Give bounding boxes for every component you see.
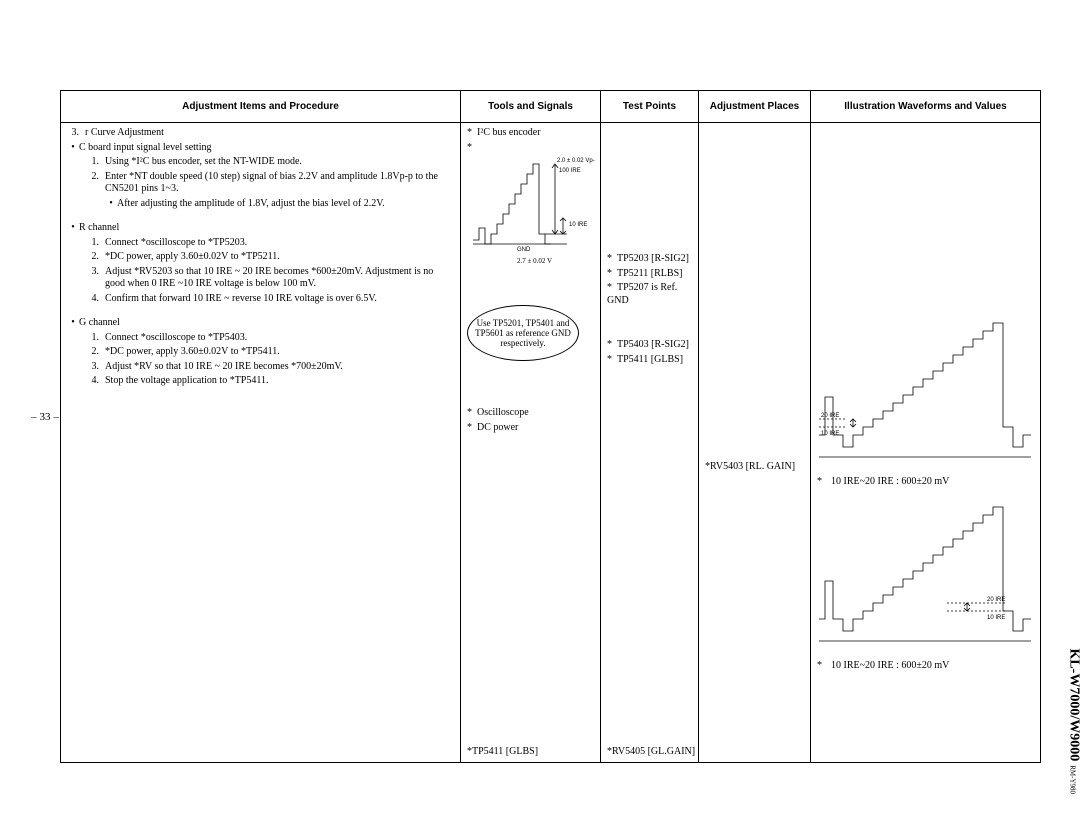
proc-sub1-1-num: 1. — [67, 156, 105, 169]
th-testpoints: Test Points — [601, 91, 699, 123]
g2: *DC power, apply 3.60±0.02V to *TP5411. — [105, 346, 441, 359]
illustration-cell: 20 IRE 10 IRE *10 IRE~20 IRE : 600±20 mV… — [811, 123, 1041, 763]
wave-bottom-label: 2.7 ± 0.02 V — [467, 257, 594, 266]
r4-num: 4. — [67, 293, 105, 306]
r1-num: 1. — [67, 237, 105, 250]
proc-sub1-2: Enter *NT double speed (10 step) signal … — [105, 171, 441, 196]
tp4: TP5403 [R-SIG2] — [617, 339, 689, 350]
proc-sub1-1: Using *I²C bus encoder, set the NT-WIDE … — [105, 156, 441, 169]
ill2-20ire: 20 IRE — [987, 597, 1005, 603]
staircase-signal-icon: 2.0 ± 0.02 Vp-p 100 IRE 10 IRE GND — [467, 156, 595, 252]
page-number-value: 33 — [40, 411, 51, 423]
tp5: TP5411 [GLBS] — [617, 354, 683, 365]
wave-100-label: 100 IRE — [559, 168, 581, 174]
tools-cell: *I²C bus encoder * 2.0 ± 0.02 Vp-p 100 I… — [461, 123, 601, 763]
model-side-label: KL-W7000/W9000 RM-Y980 — [1066, 648, 1080, 794]
model-sub-text: RM-Y980 — [1069, 765, 1077, 794]
r2-num: 2. — [67, 251, 105, 264]
proc-title: r Curve Adjustment — [85, 127, 445, 140]
procedure-cell: 3.r Curve Adjustment •C board input sign… — [61, 123, 461, 763]
tp3: TP5207 is Ref. GND — [607, 282, 677, 306]
ill2-10ire: 10 IRE — [987, 615, 1005, 621]
wave-gnd-label: GND — [517, 247, 531, 252]
r2: *DC power, apply 3.60±0.02V to *TP5211. — [105, 251, 441, 264]
reference-gnd-note: Use TP5201, TP5401 and TP5601 as referen… — [467, 305, 579, 361]
bullet-icon: • — [67, 142, 79, 155]
testpoints-cell: *TP5203 [R-SIG2] *TP5211 [RLBS] *TP5207 … — [601, 123, 699, 763]
waveform-1-icon: 20 IRE 10 IRE — [817, 317, 1035, 467]
g3-num: 3. — [67, 361, 105, 374]
bullet-icon: • — [105, 198, 117, 211]
wave-top-label: 2.0 ± 0.02 Vp-p — [557, 158, 595, 164]
th-procedure: Adjustment Items and Procedure — [61, 91, 461, 123]
model-text: KL-W7000/W9000 — [1067, 648, 1080, 761]
r3-num: 3. — [67, 266, 105, 279]
th-illustration: Illustration Waveforms and Values — [811, 91, 1041, 123]
r3: Adjust *RV5203 so that 10 IRE ~ 20 IRE b… — [105, 266, 441, 291]
g1-num: 1. — [67, 332, 105, 345]
r4: Confirm that forward 10 IRE ~ reverse 10… — [105, 293, 441, 306]
g3: Adjust *RV so that 10 IRE ~ 20 IRE becom… — [105, 361, 441, 374]
tools-dc: DC power — [477, 422, 518, 433]
g2-num: 2. — [67, 346, 105, 359]
bullet-icon: • — [67, 222, 79, 235]
g4: Stop the voltage application to *TP5411. — [105, 375, 441, 388]
adj-mid: *RV5403 [RL. GAIN] — [705, 461, 795, 474]
r1: Connect *oscilloscope to *TP5203. — [105, 237, 441, 250]
tp-bottom: *RV5405 [GL.GAIN] — [607, 746, 695, 759]
waveform-2-icon: 20 IRE 10 IRE — [817, 501, 1035, 651]
proc-sub1-2b: After adjusting the amplitude of 1.8V, a… — [117, 198, 441, 211]
r-channel-title: R channel — [79, 222, 439, 235]
th-tools: Tools and Signals — [461, 91, 601, 123]
tp1: TP5203 [R-SIG2] — [617, 253, 689, 264]
tools-l1: I²C bus encoder — [477, 127, 541, 138]
adjplaces-cell: *RV5403 [RL. GAIN] — [699, 123, 811, 763]
th-adjplaces: Adjustment Places — [699, 91, 811, 123]
ill-cap2: 10 IRE~20 IRE : 600±20 mV — [831, 660, 949, 671]
tools-bottom: *TP5411 [GLBS] — [467, 746, 538, 759]
g4-num: 4. — [67, 375, 105, 388]
tools-l2: * — [467, 142, 472, 153]
page-number-side: –33– — [28, 411, 62, 423]
ill1-20ire: 20 IRE — [821, 413, 839, 419]
wave-10-label: 10 IRE — [569, 222, 587, 228]
proc-sub1-2-num: 2. — [67, 171, 105, 184]
tools-osc: Oscilloscope — [477, 407, 529, 418]
proc-num-3: 3. — [67, 127, 85, 140]
g-channel-title: G channel — [79, 317, 439, 330]
bullet-icon: • — [67, 317, 79, 330]
tp2: TP5211 [RLBS] — [617, 268, 682, 279]
ill-cap1: 10 IRE~20 IRE : 600±20 mV — [831, 476, 949, 487]
note-text: Use TP5201, TP5401 and TP5601 as referen… — [474, 318, 572, 349]
adjustment-table: Adjustment Items and Procedure Tools and… — [60, 90, 1041, 763]
ill1-10ire: 10 IRE — [821, 431, 839, 437]
g1: Connect *oscilloscope to *TP5403. — [105, 332, 441, 345]
proc-sub1: C board input signal level setting — [79, 142, 439, 155]
